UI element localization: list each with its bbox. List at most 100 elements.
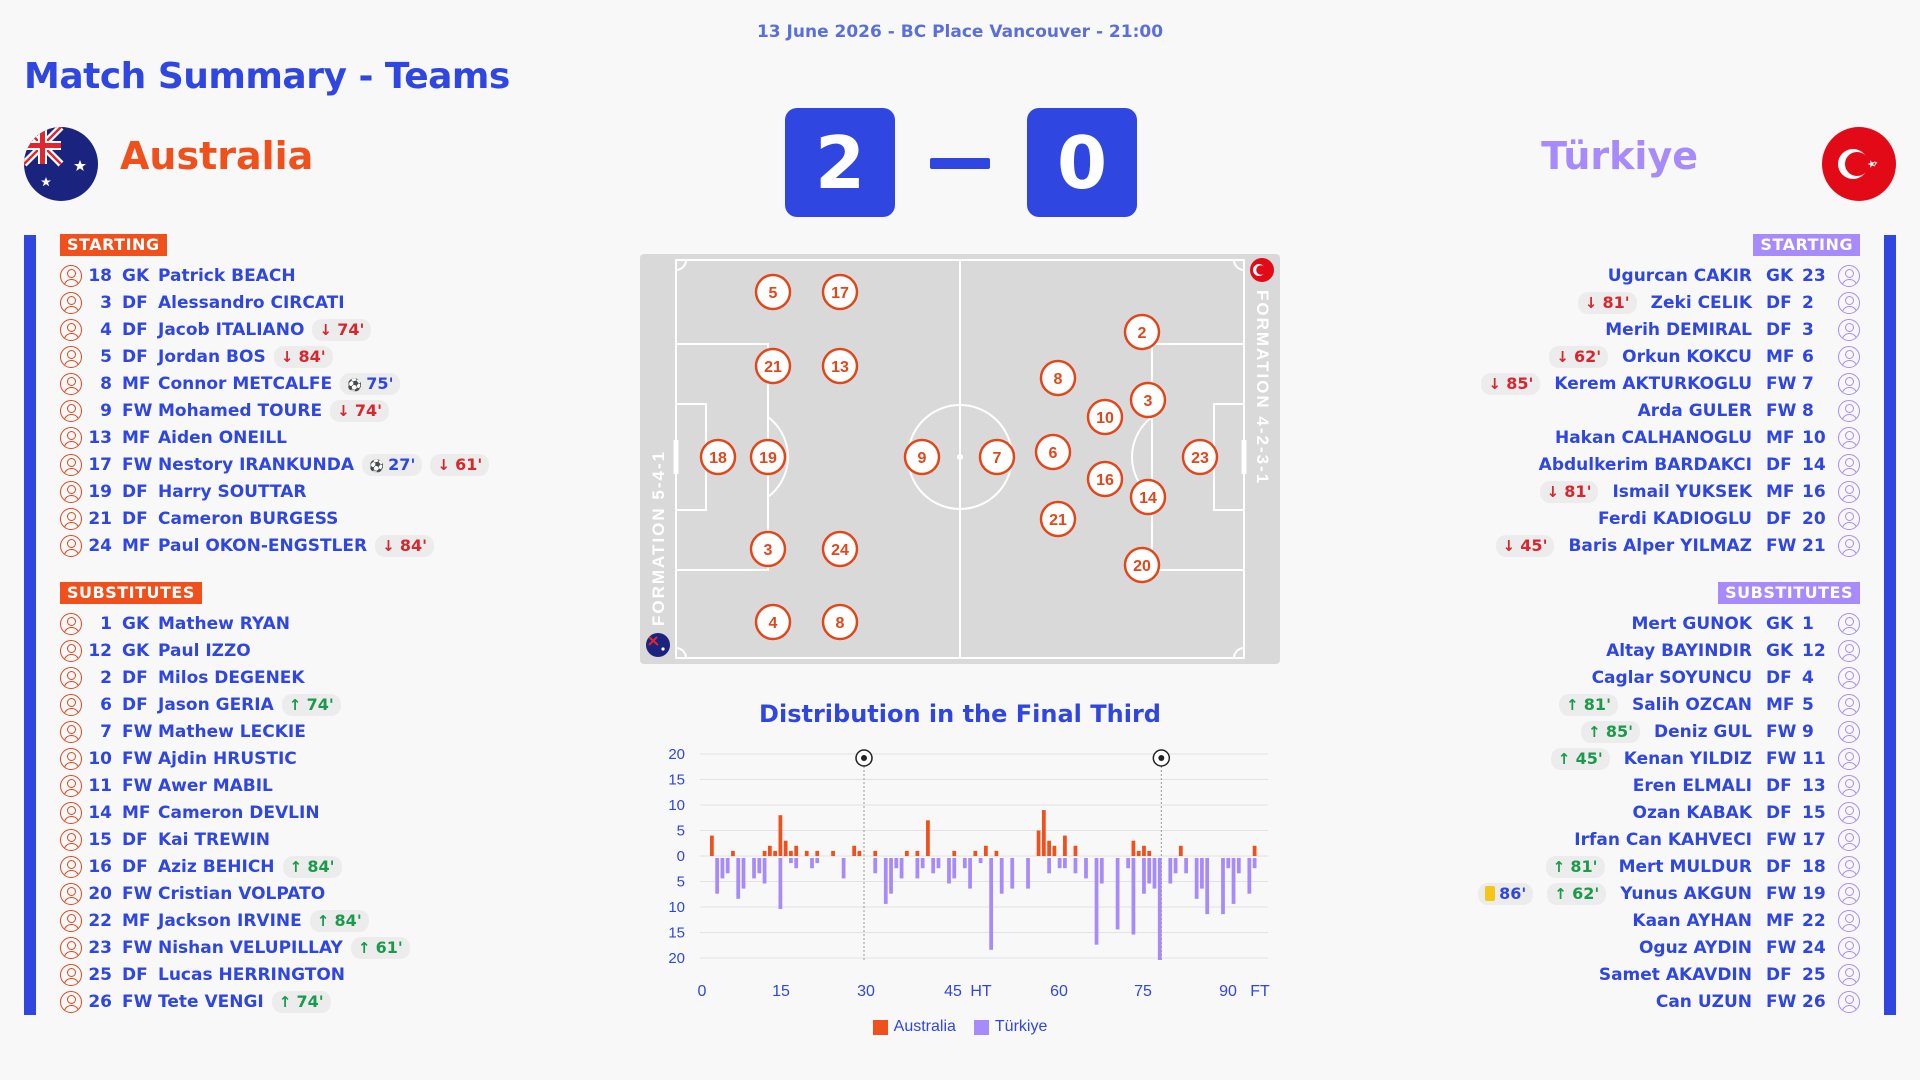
player-row[interactable]: 86' ↑ 62' Yunus AKGUN FW 19 [1300,880,1860,907]
away-pitch-player-21[interactable]: 21 [1039,500,1077,538]
x-tick-label: 0 [698,983,707,1000]
away-pitch-player-7[interactable]: 7 [978,438,1016,476]
player-row[interactable]: 22 MF Jackson IRVINE ↑ 84' [60,907,620,934]
player-row[interactable]: 5 DF Jordan BOS ↓ 84' [60,343,620,370]
player-row[interactable]: 6 DF Jason GERIA ↑ 74' [60,691,620,718]
player-name: Jacob ITALIANO [158,319,305,340]
player-row[interactable]: ↓ 85' Kerem AKTURKOGLU FW 7 [1300,370,1860,397]
player-row[interactable]: Ferdi KADIOGLU DF 20 [1300,505,1860,532]
home-pitch-player-17[interactable]: 17 [821,273,859,311]
player-row[interactable]: Arda GULER FW 8 [1300,397,1860,424]
player-row[interactable]: 10 FW Ajdin HRUSTIC [60,745,620,772]
home-pitch-player-13[interactable]: 13 [821,347,859,385]
player-row[interactable]: Oguz AYDIN FW 24 [1300,934,1860,961]
player-name: Jackson IRVINE [158,910,302,931]
away-pitch-player-2[interactable]: 2 [1123,313,1161,351]
player-row[interactable]: 19 DF Harry SOUTTAR [60,478,620,505]
player-row[interactable]: 3 DF Alessandro CIRCATI [60,289,620,316]
home-pitch-player-18[interactable]: 18 [699,438,737,476]
player-row[interactable]: ↑ 81' Salih OZCAN MF 5 [1300,691,1860,718]
player-row[interactable]: 21 DF Cameron BURGESS [60,505,620,532]
turkiye-bar [1131,858,1136,935]
away-pitch-player-14[interactable]: 14 [1129,478,1167,516]
arrow-down-icon: ↓ [337,401,355,420]
player-row[interactable]: 17 FW Nestory IRANKUNDA ⚽ 27' ↓ 61' [60,451,620,478]
player-row[interactable]: ↑ 81' Mert MULDUR DF 18 [1300,853,1860,880]
home-pitch-player-5[interactable]: 5 [754,273,792,311]
player-row[interactable]: 25 DF Lucas HERRINGTON [60,961,620,988]
player-row[interactable]: Mert GUNOK GK 1 [1300,610,1860,637]
event-minute: 74' [296,991,324,1011]
player-row[interactable]: Ozan KABAK DF 15 [1300,799,1860,826]
player-avatar-icon [1838,426,1860,449]
player-row[interactable]: Ugurcan CAKIR GK 23 [1300,262,1860,289]
player-row[interactable]: ↑ 45' Kenan YILDIZ FW 11 [1300,745,1860,772]
player-position: DF [1766,964,1792,985]
turkiye-flag-icon [1822,127,1896,201]
player-row[interactable]: ↓ 45' Baris Alper YILMAZ FW 21 [1300,532,1860,559]
player-row[interactable]: ↓ 62' Orkun KOKCU MF 6 [1300,343,1860,370]
player-row[interactable]: 24 MF Paul OKON-ENGSTLER ↓ 84' [60,532,620,559]
player-row[interactable]: 7 FW Mathew LECKIE [60,718,620,745]
event-badge-in: ↑ 45' [1550,747,1610,770]
away-pitch-player-3[interactable]: 3 [1129,381,1167,419]
home-pitch-player-21[interactable]: 21 [754,347,792,385]
away-pitch-player-23[interactable]: 23 [1181,438,1219,476]
player-number: 25 [88,964,112,985]
away-pitch-player-20[interactable]: 20 [1123,546,1161,584]
away-pitch-player-10[interactable]: 10 [1086,398,1124,436]
player-position: GK [1766,613,1794,634]
player-position: GK [122,265,150,286]
player-row[interactable]: 18 GK Patrick BEACH [60,262,620,289]
player-row[interactable]: 4 DF Jacob ITALIANO ↓ 74' [60,316,620,343]
home-pitch-player-19[interactable]: 19 [749,438,787,476]
home-pitch-player-24[interactable]: 24 [821,530,859,568]
player-row[interactable]: 8 MF Connor METCALFE ⚽ 75' [60,370,620,397]
player-row[interactable]: Abdulkerim BARDAKCI DF 14 [1300,451,1860,478]
player-row[interactable]: 13 MF Aiden ONEILL [60,424,620,451]
player-row[interactable]: Kaan AYHAN MF 22 [1300,907,1860,934]
player-row[interactable]: 12 GK Paul IZZO [60,637,620,664]
player-name: Kaan AYHAN [1632,910,1752,931]
player-row[interactable]: Altay BAYINDIR GK 12 [1300,637,1860,664]
player-row[interactable]: 15 DF Kai TREWIN [60,826,620,853]
away-pitch-player-6[interactable]: 6 [1034,433,1072,471]
player-row[interactable]: 23 FW Nishan VELUPILLAY ↑ 61' [60,934,620,961]
player-row[interactable]: 20 FW Cristian VOLPATO [60,880,620,907]
player-row[interactable]: 16 DF Aziz BEHICH ↑ 84' [60,853,620,880]
event-minute: 85' [1506,373,1534,393]
player-row[interactable]: Irfan Can KAHVECI FW 17 [1300,826,1860,853]
player-avatar-icon [1838,264,1860,287]
event-badge-out: ↓ 84' [375,534,435,557]
player-avatar-icon [60,747,82,770]
away-pitch-player-16[interactable]: 16 [1086,460,1124,498]
player-row[interactable]: 9 FW Mohamed TOURE ↓ 74' [60,397,620,424]
player-avatar-icon [1838,291,1860,314]
player-row[interactable]: 1 GK Mathew RYAN [60,610,620,637]
home-pitch-player-3[interactable]: 3 [749,530,787,568]
player-position: MF [1766,346,1795,367]
player-position: GK [1766,265,1794,286]
home-pitch-player-9[interactable]: 9 [903,438,941,476]
player-row[interactable]: ↓ 81' Zeki CELIK DF 2 [1300,289,1860,316]
player-row[interactable]: Can UZUN FW 26 [1300,988,1860,1015]
player-row[interactable]: Merih DEMIRAL DF 3 [1300,316,1860,343]
home-pitch-player-4[interactable]: 4 [754,603,792,641]
player-row[interactable]: 14 MF Cameron DEVLIN [60,799,620,826]
player-row[interactable]: ↓ 81' Ismail YUKSEK MF 16 [1300,478,1860,505]
player-row[interactable]: Eren ELMALI DF 13 [1300,772,1860,799]
player-name: Alessandro CIRCATI [158,292,345,313]
player-row[interactable]: 2 DF Milos DEGENEK [60,664,620,691]
player-name: Mert GUNOK [1631,613,1753,634]
home-pitch-player-8[interactable]: 8 [821,603,859,641]
player-position: FW [122,991,153,1012]
player-row[interactable]: Hakan CALHANOGLU MF 10 [1300,424,1860,451]
player-row[interactable]: 26 FW Tete VENGI ↑ 74' [60,988,620,1015]
player-row[interactable]: ↑ 85' Deniz GUL FW 9 [1300,718,1860,745]
away-pitch-player-8[interactable]: 8 [1039,359,1077,397]
arrow-down-icon: ↓ [1556,347,1574,366]
player-row[interactable]: 11 FW Awer MABIL [60,772,620,799]
player-row[interactable]: Samet AKAVDIN DF 25 [1300,961,1860,988]
player-name: Kai TREWIN [158,829,270,850]
player-row[interactable]: Caglar SOYUNCU DF 4 [1300,664,1860,691]
